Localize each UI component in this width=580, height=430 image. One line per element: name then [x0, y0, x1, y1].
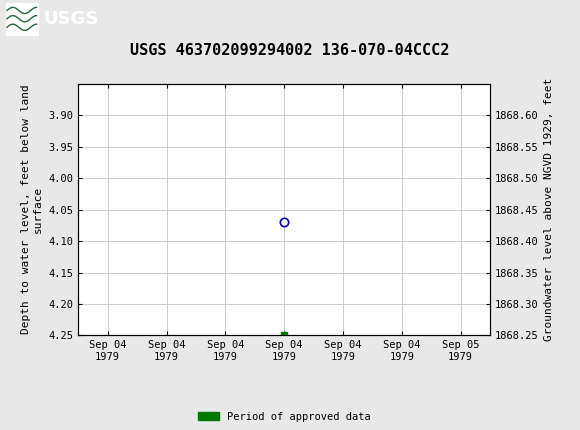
Bar — [6, 3, 38, 35]
Legend: Period of approved data: Period of approved data — [194, 408, 375, 426]
Y-axis label: Depth to water level, feet below land
surface: Depth to water level, feet below land su… — [21, 85, 43, 335]
Y-axis label: Groundwater level above NGVD 1929, feet: Groundwater level above NGVD 1929, feet — [544, 78, 554, 341]
Text: USGS: USGS — [44, 10, 99, 28]
Text: USGS 463702099294002 136-070-04CCC2: USGS 463702099294002 136-070-04CCC2 — [130, 43, 450, 58]
